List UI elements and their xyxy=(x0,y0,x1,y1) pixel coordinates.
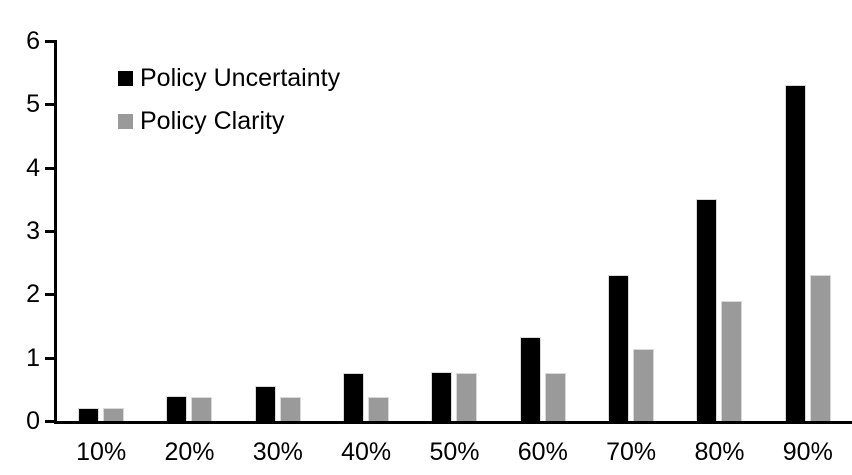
x-label-80%: 80% xyxy=(694,438,745,466)
x-label-10%: 10% xyxy=(76,438,127,466)
y-tick-2 xyxy=(45,293,54,297)
x-label-20%: 20% xyxy=(164,438,215,466)
y-tick-label-6: 6 xyxy=(26,27,40,55)
legend-item-policy-uncertainty: Policy Uncertainty xyxy=(118,64,340,92)
bar-policy-uncertainty-70% xyxy=(608,275,630,421)
bar-group-50% xyxy=(410,41,498,421)
bar-group-40% xyxy=(322,41,410,421)
bar-group-10% xyxy=(57,41,145,421)
x-label-60%: 60% xyxy=(517,438,568,466)
bar-policy-clarity-60% xyxy=(544,372,566,421)
y-axis-line xyxy=(54,40,57,424)
bar-policy-uncertainty-30% xyxy=(254,386,276,421)
bar-policy-clarity-20% xyxy=(191,396,213,421)
bar-policy-clarity-40% xyxy=(368,396,390,421)
x-label-70%: 70% xyxy=(606,438,657,466)
x-label-90%: 90% xyxy=(782,438,833,466)
x-axis-labels: 10% 20% 30% 40% 50% 60% 70% 80% 90% xyxy=(57,437,852,467)
bar-group-20% xyxy=(145,41,233,421)
legend-label: Policy Uncertainty xyxy=(140,64,341,92)
bar-policy-uncertainty-10% xyxy=(78,408,100,421)
legend-swatch-gray-icon xyxy=(118,113,133,129)
y-tick-3 xyxy=(45,230,54,233)
bar-policy-clarity-80% xyxy=(721,300,743,421)
bar-policy-clarity-30% xyxy=(279,396,301,421)
legend-label: Policy Clarity xyxy=(140,107,285,135)
bar-policy-uncertainty-60% xyxy=(519,337,541,421)
bar-group-60% xyxy=(499,41,587,421)
bar-policy-uncertainty-20% xyxy=(166,395,188,421)
bar-policy-clarity-50% xyxy=(456,372,478,421)
y-tick-0 xyxy=(45,420,54,423)
chart-legend: Policy Uncertainty Policy Clarity xyxy=(118,64,340,150)
bar-policy-uncertainty-50% xyxy=(431,372,453,421)
bar-policy-uncertainty-40% xyxy=(343,372,365,421)
bar-policy-uncertainty-90% xyxy=(784,85,806,421)
y-tick-6 xyxy=(45,40,54,43)
bar-policy-clarity-10% xyxy=(103,408,125,421)
y-tick-label-0: 0 xyxy=(26,407,40,435)
y-tick-4 xyxy=(45,166,54,170)
bar-group-30% xyxy=(234,41,322,421)
y-tick-1 xyxy=(45,356,54,360)
bar-group-80% xyxy=(675,41,763,421)
y-tick-label-1: 1 xyxy=(26,343,40,372)
bar-policy-clarity-90% xyxy=(809,275,831,421)
plot-area xyxy=(57,41,852,421)
x-label-50%: 50% xyxy=(429,438,480,466)
x-axis-line xyxy=(54,421,852,424)
legend-item-policy-clarity: Policy Clarity xyxy=(118,107,340,135)
bar-group-90% xyxy=(764,41,852,421)
y-tick-label-3: 3 xyxy=(26,217,40,245)
bar-policy-clarity-70% xyxy=(633,349,655,421)
bar-policy-uncertainty-80% xyxy=(696,199,718,421)
x-label-40%: 40% xyxy=(341,438,392,466)
x-label-30%: 30% xyxy=(252,438,303,466)
y-tick-label-4: 4 xyxy=(26,153,40,182)
y-tick-label-2: 2 xyxy=(26,280,40,309)
y-tick-label-5: 5 xyxy=(26,90,40,119)
legend-swatch-black-icon xyxy=(118,70,133,86)
bar-group-70% xyxy=(587,41,675,421)
y-tick-5 xyxy=(45,103,54,107)
